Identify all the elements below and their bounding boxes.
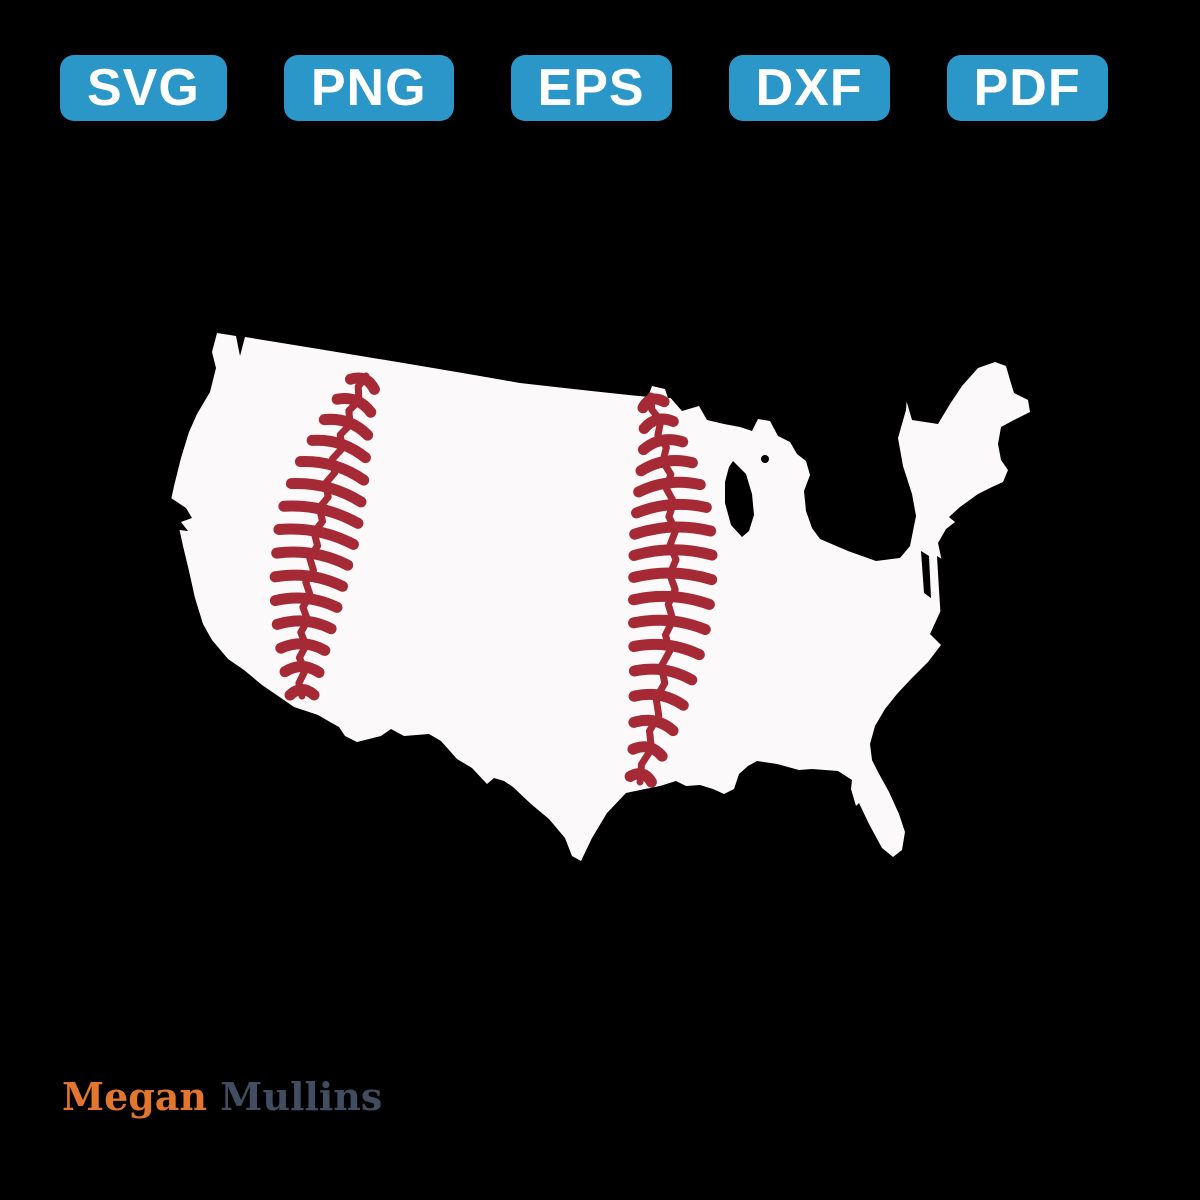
sf-bay-cutout (168, 496, 192, 531)
baseball-seam-stitch (635, 455, 698, 477)
baseball-seam-stitch (269, 592, 343, 613)
baseball-seam-stitch (285, 478, 367, 508)
baseball-seam-stitch (318, 413, 374, 441)
logo-last-name: Mullins (220, 1074, 383, 1119)
baseball-seam-stitch (638, 413, 679, 435)
format-badge-eps: EPS (510, 55, 672, 121)
baseball-seams (269, 372, 718, 788)
baseball-seam-stitch (637, 393, 670, 414)
baseball-seam-stitch (637, 434, 689, 456)
baseball-seam-stitch (331, 393, 377, 418)
baseball-seam-stitch (628, 714, 679, 737)
baseball-seam-stitch (628, 688, 689, 711)
baseball-seam-stitch (273, 523, 359, 550)
baseball-seam-stitch (279, 661, 325, 678)
baseball-seam-stitch (627, 741, 668, 762)
baseball-seam-stitch (628, 544, 718, 562)
logo-first-name: Megan (62, 1074, 208, 1119)
baseball-seam-stitch (294, 456, 370, 486)
baseball-seam-stitch (628, 663, 698, 686)
baseball-seam-stitch (344, 372, 380, 395)
format-badge-png: PNG (283, 55, 454, 121)
baseball-seam-stitch (628, 614, 711, 636)
baseball-seam-stitch (284, 684, 320, 701)
logo-name: Megan Mullins (62, 1074, 382, 1119)
chesapeake-bay-cutout (921, 551, 950, 625)
baseball-seam-stitch (278, 500, 364, 529)
baseball-seam-stitch (629, 521, 717, 540)
baseball-seam-stitch (269, 569, 349, 592)
baseball-seam-stitch (631, 498, 712, 519)
baseball-seam-stitch (271, 546, 354, 571)
straits-of-mackinac-dot (761, 455, 769, 463)
baseball-seam-stitch (628, 638, 705, 661)
format-badge-pdf: PDF (946, 55, 1108, 121)
great-lakes-cutout (668, 382, 916, 561)
file-format-badge-row: SVG PNG EPS DXF PDF (60, 55, 1140, 121)
format-badge-dxf: DXF (728, 55, 890, 121)
baseball-seam-stitch (275, 638, 331, 656)
baseball-seam-stitch (628, 567, 718, 586)
baseball-seam-stitch (624, 768, 657, 788)
baseball-seam-stitch (633, 476, 706, 498)
format-badge-svg: SVG (60, 55, 227, 121)
lake-michigan-cutout (725, 461, 754, 537)
baseball-seam-stitch (628, 590, 715, 610)
baseball-seam-stitch (306, 434, 371, 464)
baseball-seam-stitch (271, 615, 337, 635)
